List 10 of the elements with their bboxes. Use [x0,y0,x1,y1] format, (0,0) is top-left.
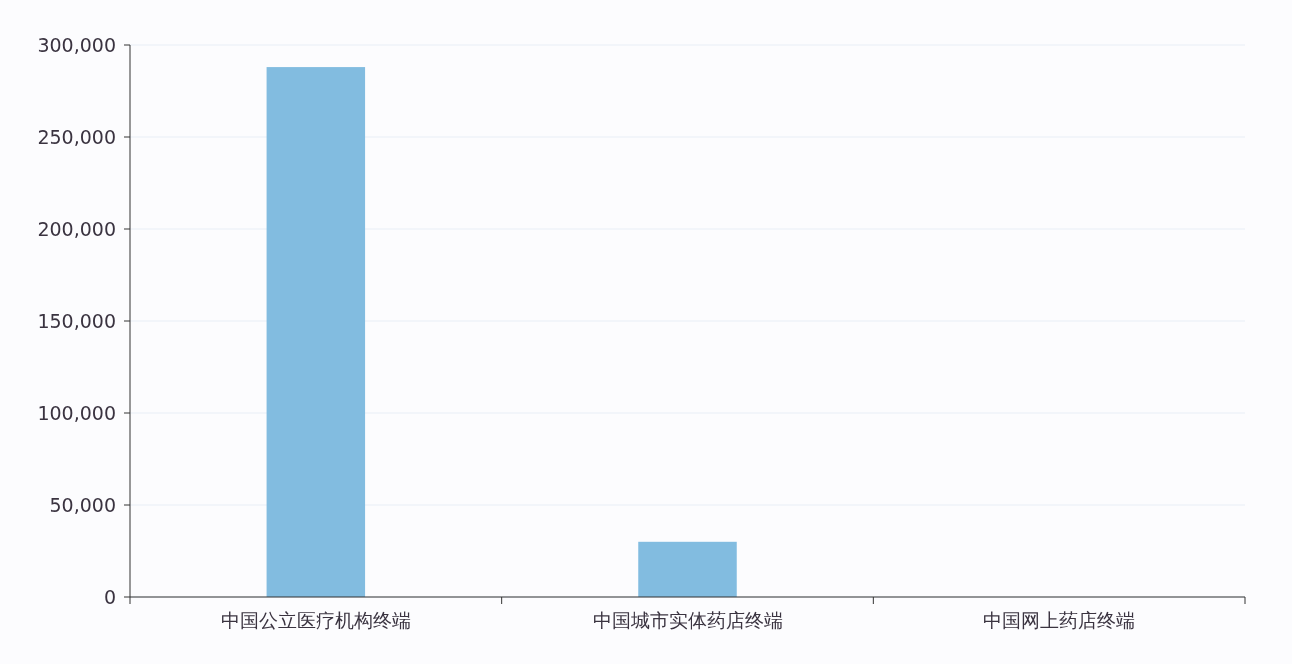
y-tick-label: 150,000 [37,309,116,332]
y-tick-label: 50,000 [49,493,116,516]
y-tick-label: 250,000 [37,125,116,148]
x-tick-label: 中国公立医疗机构终端 [220,609,411,631]
y-tick-label: 300,000 [37,33,116,56]
y-tick-label: 100,000 [37,401,116,424]
x-tick-label: 中国网上药店终端 [983,609,1136,631]
x-tick-label: 中国城市实体药店终端 [592,609,783,631]
y-tick-label: 200,000 [37,217,116,240]
y-tick-label: 0 [103,585,116,608]
